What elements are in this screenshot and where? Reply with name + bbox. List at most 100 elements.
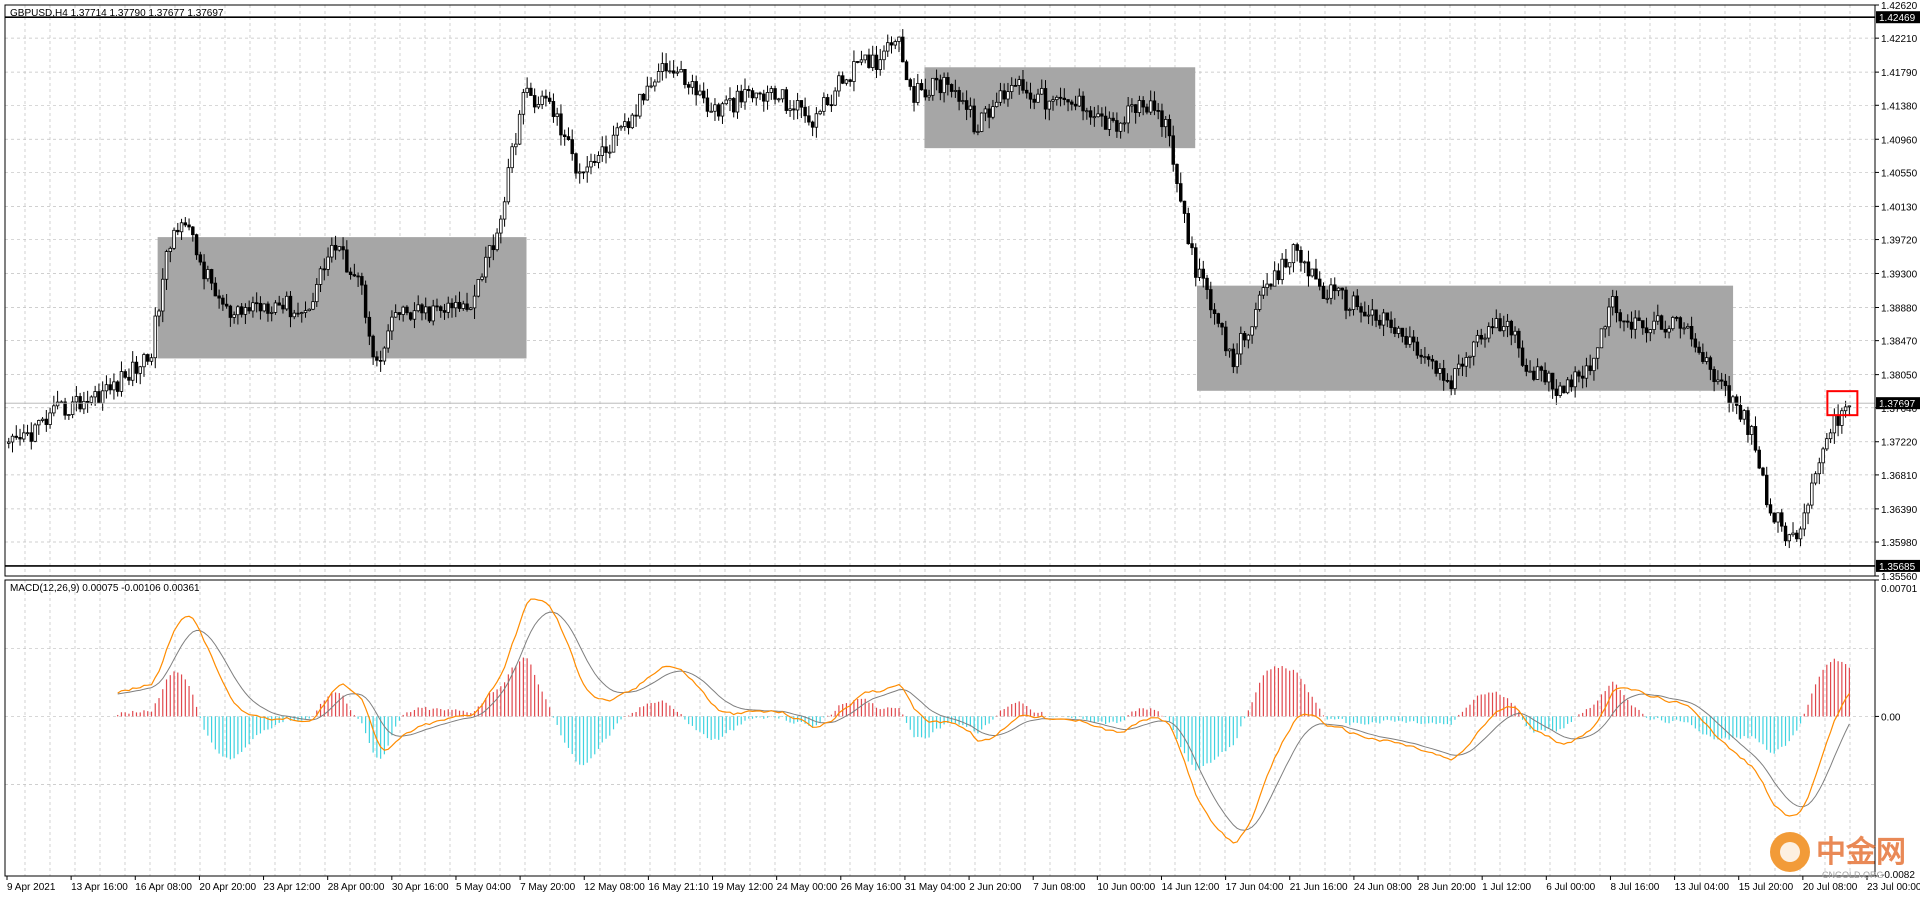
candle-body — [1182, 200, 1187, 214]
candle-body — [638, 93, 642, 117]
candle-body — [1111, 117, 1115, 121]
candle-body — [694, 81, 698, 96]
price-panel[interactable]: GBPUSD,H4 1.37714 1.37790 1.37677 1.3769… — [4, 1, 1920, 583]
candle-body — [1535, 366, 1540, 380]
candle-body — [146, 354, 150, 362]
candle-body — [852, 61, 856, 82]
candle-body — [1340, 287, 1344, 291]
candle-body — [1438, 368, 1442, 374]
candle-body — [89, 396, 94, 403]
time-tick-label: 28 Jun 20:00 — [1418, 882, 1476, 893]
candle-body — [1032, 98, 1036, 103]
candle-body — [1618, 312, 1622, 322]
candle-body — [1580, 375, 1585, 379]
candle-body — [540, 95, 544, 105]
time-tick-label: 19 May 12:00 — [713, 882, 774, 893]
candle-body — [1610, 296, 1615, 308]
candle-body — [1314, 268, 1318, 280]
candle-body — [55, 401, 60, 407]
candle-body — [1141, 100, 1145, 108]
candle-body — [1171, 135, 1175, 165]
candle-body — [938, 79, 943, 94]
candle-body — [829, 104, 834, 107]
candle-body — [818, 110, 822, 115]
candle-body — [792, 108, 796, 111]
candle-body — [833, 90, 837, 106]
candle-body — [401, 306, 405, 315]
candle-body — [465, 303, 469, 310]
candle-body — [1502, 326, 1506, 332]
candle-body — [363, 284, 368, 318]
candle-body — [1179, 183, 1183, 202]
candle-body — [224, 303, 229, 307]
candle-body — [1205, 277, 1209, 290]
candle-body — [893, 41, 897, 46]
macd-panel[interactable]: MACD(12,26,9) 0.00075 -0.00106 0.00361 0… — [4, 579, 1918, 881]
candle-body — [904, 61, 909, 81]
candle-body — [330, 244, 334, 258]
candle-body — [1468, 355, 1472, 358]
macd-tick-label: 0.00701 — [1881, 584, 1918, 595]
candle-body — [961, 100, 965, 102]
candle-body — [641, 93, 646, 101]
candle-body — [949, 84, 954, 92]
candle-body — [1130, 104, 1134, 107]
candle-body — [7, 441, 11, 444]
candle-body — [356, 275, 360, 278]
candle-body — [1355, 295, 1360, 308]
candle-body — [1272, 270, 1277, 287]
candle-body — [1287, 262, 1292, 268]
candle-body — [705, 97, 710, 112]
candle-body — [803, 106, 807, 117]
candle-body — [10, 435, 15, 443]
candle-body — [743, 89, 747, 103]
candle-body — [1359, 306, 1363, 313]
candle-body — [758, 92, 762, 95]
candle-body — [142, 354, 146, 368]
watermark: 中金网 CNGOLD.ORG — [1770, 832, 1906, 880]
candle-body — [1686, 326, 1690, 329]
candle-body — [634, 114, 638, 117]
candle-body — [653, 81, 657, 87]
candle-body — [1832, 415, 1837, 434]
candle-body — [1641, 320, 1645, 329]
candle-body — [754, 92, 758, 99]
candle-body — [1603, 326, 1607, 330]
candle-body — [765, 92, 770, 102]
candle-body — [1227, 348, 1232, 352]
candle-body — [499, 218, 503, 234]
candle-body — [262, 303, 266, 312]
candle-body — [187, 224, 191, 228]
candle-body — [1836, 415, 1840, 426]
candle-body — [1667, 328, 1671, 333]
time-tick-label: 7 Jun 08:00 — [1033, 882, 1086, 893]
candle-body — [191, 226, 195, 236]
candle-body — [1156, 110, 1160, 112]
time-tick-label: 12 May 08:00 — [584, 882, 645, 893]
candle-body — [825, 97, 830, 106]
candle-body — [1697, 346, 1701, 353]
candle-body — [1009, 84, 1014, 93]
candle-body — [93, 391, 97, 398]
candle-body — [1453, 368, 1457, 390]
candle-body — [1107, 117, 1112, 130]
candle-body — [1626, 320, 1630, 323]
candle-body — [97, 391, 101, 404]
candle-body — [416, 304, 420, 312]
candle-body — [1847, 405, 1852, 408]
price-tick-label: 1.36810 — [1881, 471, 1918, 482]
candle-body — [739, 90, 743, 103]
candle-body — [37, 420, 41, 426]
candle-body — [976, 131, 980, 133]
candle-body — [1103, 115, 1108, 130]
candle-body — [130, 361, 135, 381]
candle-body — [686, 84, 691, 88]
candle-body — [1456, 363, 1461, 370]
price-tick-label: 1.39300 — [1881, 270, 1918, 281]
candle-body — [1746, 410, 1750, 435]
candle-body — [1415, 341, 1420, 356]
candle-body — [412, 310, 417, 320]
candle-body — [149, 357, 154, 362]
candle-body — [1408, 336, 1412, 345]
